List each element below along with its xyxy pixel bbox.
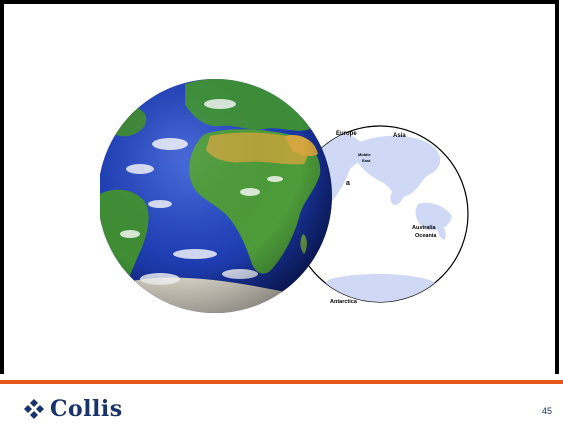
earth-globe (100, 79, 332, 313)
slide-frame (0, 0, 559, 374)
map-labels: Europe Asia Middle East a Australia Ocea… (330, 131, 437, 305)
label-east: East (362, 158, 371, 163)
collis-logo: Collis (22, 395, 123, 423)
globe-illustration: Europe Asia Middle East a Australia Ocea… (100, 79, 469, 313)
page-number: 45 (541, 406, 552, 416)
logo-wordmark: Collis (50, 396, 123, 422)
label-middle: Middle (358, 152, 371, 157)
footer-accent-bar (0, 380, 563, 384)
logo-diamonds-icon (24, 399, 44, 419)
label-a: a (346, 180, 350, 187)
label-asia: Asia (393, 133, 406, 139)
label-oceania: Oceania (415, 233, 437, 239)
label-antarctica: Antarctica (330, 299, 358, 305)
label-australia: Australia (412, 225, 436, 231)
label-europe: Europe (336, 131, 357, 137)
